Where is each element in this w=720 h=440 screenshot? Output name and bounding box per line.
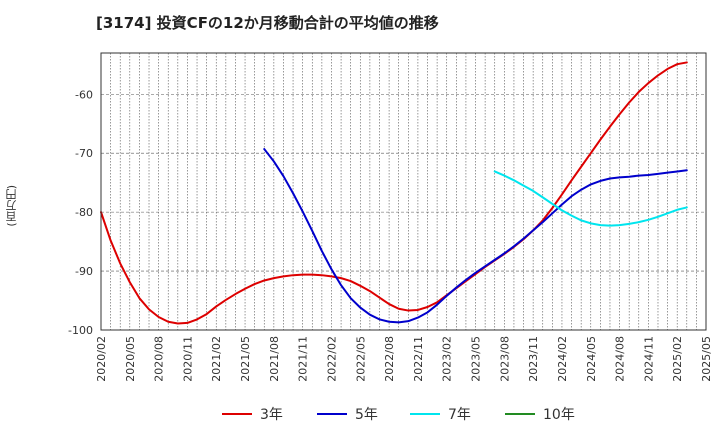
x-tick-labels: 2020/02 2020/05 2020/08 2020/11 2021/02 2021/…	[95, 336, 713, 382]
x-tick-label: 2024/11	[642, 336, 655, 382]
x-tick-label: 2024/08	[614, 336, 627, 382]
x-tick-label: 2025/05	[700, 336, 713, 382]
x-tick-label: 2022/08	[383, 336, 396, 382]
x-tick-label: 2021/08	[268, 336, 281, 382]
x-tick-label: 2021/02	[210, 336, 223, 382]
legend-label-3年: 3年	[260, 407, 283, 423]
x-tick-label: 2023/02	[441, 336, 454, 382]
legend: 3年 5年 7年 10年	[222, 407, 575, 423]
x-tick-label: 2021/11	[297, 336, 310, 382]
y-tick-labels: -100 -90 -80 -70 -60	[68, 88, 93, 337]
x-tick-label: 2023/11	[527, 336, 540, 382]
series-line-3年	[100, 61, 688, 325]
series-line-7年	[493, 170, 688, 227]
x-tick-label: 2022/11	[412, 336, 425, 382]
legend-label-7年: 7年	[448, 407, 471, 423]
grid-lines	[101, 53, 706, 331]
y-tick-label: -60	[75, 88, 93, 101]
legend-label-10年: 10年	[543, 407, 575, 423]
x-tick-label: 2020/11	[181, 336, 194, 382]
series-line-5年	[263, 148, 688, 324]
y-tick-label: -90	[75, 265, 93, 278]
x-tick-label: 2021/05	[239, 336, 252, 382]
y-tick-label: -70	[75, 147, 93, 160]
x-tick-label: 2020/08	[153, 336, 166, 382]
chart-title: [3174] 投資CFの12か月移動合計の平均値の推移	[96, 14, 439, 32]
x-tick-label: 2023/08	[498, 336, 511, 382]
x-tick-label: 2022/05	[354, 336, 367, 382]
series-lines	[100, 61, 688, 325]
y-tick-label: -100	[68, 324, 93, 337]
x-tick-label: 2025/02	[671, 336, 684, 382]
legend-label-5年: 5年	[355, 407, 378, 423]
plot-frame	[100, 52, 707, 331]
x-tick-label: 2020/02	[95, 336, 108, 382]
x-tick-label: 2024/02	[556, 336, 569, 382]
plot-area	[101, 53, 706, 330]
y-tick-label: -80	[75, 206, 93, 219]
x-tick-label: 2022/02	[325, 336, 338, 382]
x-tick-label: 2023/05	[470, 336, 483, 382]
x-tick-label: 2020/05	[124, 336, 137, 382]
x-tick-label: 2024/05	[585, 336, 598, 382]
